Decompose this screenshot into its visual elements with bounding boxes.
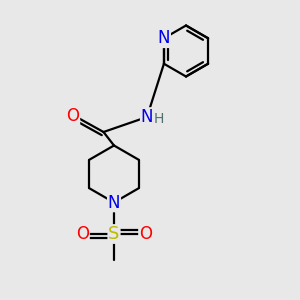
Text: N: N	[158, 29, 170, 47]
Text: N: N	[108, 194, 120, 211]
Text: O: O	[76, 225, 89, 243]
Text: O: O	[66, 106, 80, 124]
Text: O: O	[139, 225, 152, 243]
Text: N: N	[141, 108, 153, 126]
Text: H: H	[153, 112, 164, 126]
Text: S: S	[108, 225, 120, 243]
